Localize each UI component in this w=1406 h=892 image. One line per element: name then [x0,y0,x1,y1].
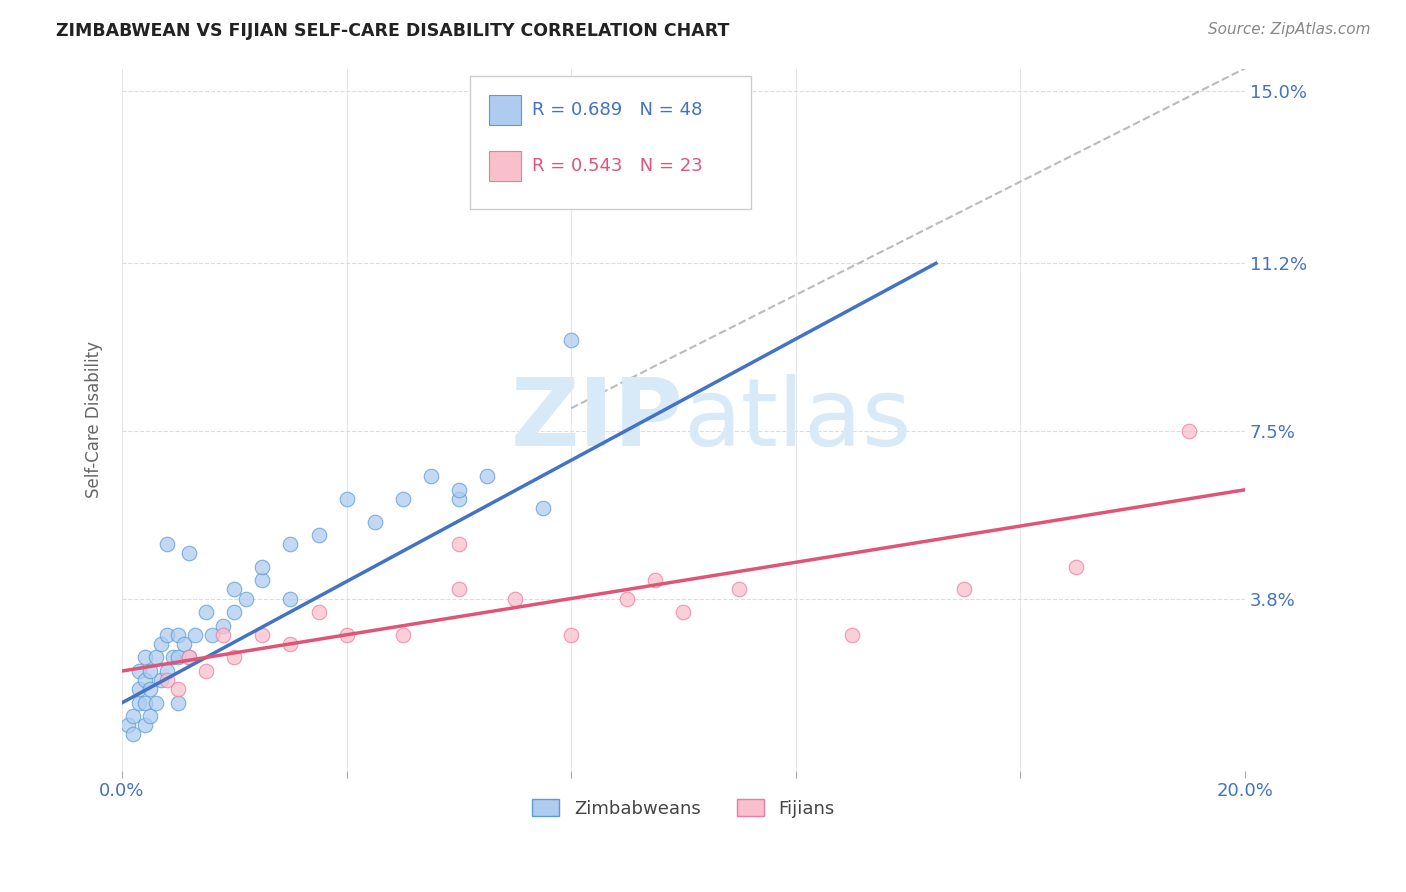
Point [1177,424,1199,438]
Point [280,537,302,551]
Legend: Zimbabweans, Fijians: Zimbabweans, Fijians [524,792,842,825]
Point [128,682,150,697]
Point [128,664,150,678]
Point [156,664,179,678]
Point [167,682,190,697]
Point [235,591,257,606]
FancyBboxPatch shape [489,95,520,125]
Point [128,696,150,710]
Point [134,696,156,710]
Point [308,528,330,542]
Point [150,637,173,651]
Point [308,605,330,619]
Point [953,582,976,597]
Point [391,491,413,506]
Point [162,650,184,665]
Point [224,605,246,619]
Point [139,682,162,697]
Point [156,628,179,642]
Point [728,582,751,597]
Point [122,709,145,723]
FancyBboxPatch shape [470,76,751,209]
Point [122,727,145,741]
Point [391,628,413,642]
Point [150,673,173,687]
Point [335,628,357,642]
Text: R = 0.543   N = 23: R = 0.543 N = 23 [531,157,703,175]
Point [134,673,156,687]
Point [841,628,863,642]
Point [195,664,218,678]
Point [145,696,167,710]
Point [179,650,201,665]
Point [447,582,470,597]
Point [447,491,470,506]
Point [475,469,498,483]
Point [672,605,695,619]
Point [280,637,302,651]
Point [280,591,302,606]
Point [139,664,162,678]
Point [224,582,246,597]
Point [503,591,526,606]
Point [252,628,274,642]
Point [447,483,470,497]
Point [134,718,156,732]
Point [419,469,441,483]
Point [195,605,218,619]
Point [179,650,201,665]
Point [201,628,224,642]
Point [252,559,274,574]
Point [134,650,156,665]
Point [167,650,190,665]
Point [167,628,190,642]
Text: R = 0.689   N = 48: R = 0.689 N = 48 [531,101,702,119]
Point [184,628,207,642]
Point [167,696,190,710]
Point [363,515,385,529]
Point [447,537,470,551]
Point [145,650,167,665]
Point [252,574,274,588]
Text: ZIP: ZIP [510,374,683,466]
Point [156,537,179,551]
Point [560,628,582,642]
Point [212,628,235,642]
Y-axis label: Self-Care Disability: Self-Care Disability [86,341,103,498]
Point [179,546,201,560]
Point [616,591,638,606]
Point [560,334,582,348]
Point [212,618,235,632]
Text: Source: ZipAtlas.com: Source: ZipAtlas.com [1208,22,1371,37]
Point [139,709,162,723]
FancyBboxPatch shape [489,152,520,181]
Point [224,650,246,665]
Point [156,673,179,687]
Point [173,637,195,651]
Point [335,491,357,506]
Text: atlas: atlas [683,374,911,466]
Point [1064,559,1087,574]
Text: ZIMBABWEAN VS FIJIAN SELF-CARE DISABILITY CORRELATION CHART: ZIMBABWEAN VS FIJIAN SELF-CARE DISABILIT… [56,22,730,40]
Point [644,574,666,588]
Point [531,500,554,515]
Point [117,718,139,732]
